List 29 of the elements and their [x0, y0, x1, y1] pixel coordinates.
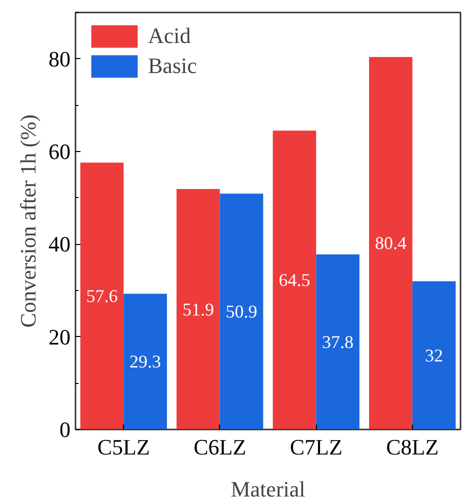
bar	[80, 162, 124, 430]
bar	[412, 281, 456, 430]
x-tick-label: C7LZ	[290, 434, 342, 460]
legend-label: Acid	[148, 23, 191, 49]
bar	[124, 294, 167, 430]
legend-label: Basic	[148, 53, 197, 79]
data-label: 32	[425, 345, 444, 366]
data-label: 80.4	[374, 233, 406, 254]
bar	[220, 194, 264, 430]
x-tick-label: C6LZ	[194, 434, 246, 460]
y-tick-label: 60	[48, 139, 70, 164]
bar	[316, 254, 360, 430]
x-tick-label: C5LZ	[97, 434, 150, 460]
y-tick-label: 40	[48, 232, 70, 257]
data-label: 51.9	[182, 299, 214, 320]
data-label: 64.5	[278, 270, 310, 290]
data-label: 57.6	[86, 286, 118, 306]
y-axis-title: Conversion after 1h (%)	[16, 114, 40, 328]
bar	[176, 189, 220, 430]
data-label: 29.3	[130, 352, 162, 372]
y-tick-label: 20	[48, 324, 70, 350]
y-tick-label: 0	[60, 417, 70, 442]
data-label: 37.8	[322, 332, 354, 352]
data-label: 50.9	[226, 302, 258, 322]
y-tick-label: 80	[48, 46, 70, 72]
x-tick-label: C8LZ	[386, 434, 439, 460]
bar	[369, 56, 412, 430]
bar	[272, 130, 316, 430]
x-axis-title: Material	[230, 476, 306, 502]
